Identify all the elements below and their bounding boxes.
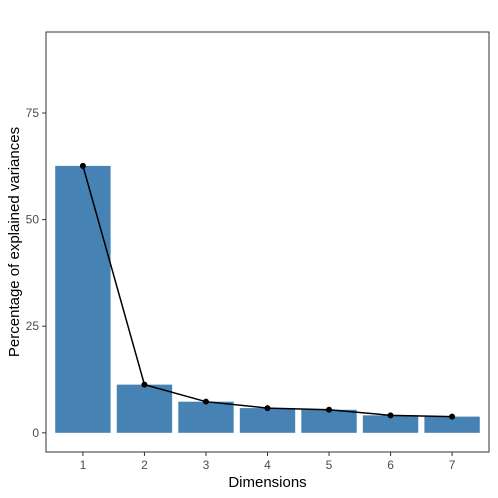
bar-dim-5 [301, 409, 357, 433]
bar-dim-6 [362, 415, 419, 433]
x-tick-label-4: 4 [264, 458, 271, 472]
point-dim-6 [387, 412, 394, 419]
y-tick-label-50: 50 [26, 213, 40, 227]
bar-dim-7 [424, 416, 480, 433]
bar-dim-3 [178, 401, 234, 433]
bar-group [55, 165, 480, 433]
bar-dim-4 [239, 408, 296, 433]
bar-dim-1 [55, 165, 111, 433]
y-axis-title: Percentage of explained variances [6, 127, 23, 357]
point-dim-4 [264, 405, 271, 412]
y-tick-label-75: 75 [26, 106, 40, 120]
x-tick-label-2: 2 [141, 458, 148, 472]
y-axis: 0 25 50 75 [26, 106, 46, 440]
line-group [79, 162, 456, 420]
point-dim-1 [79, 162, 86, 169]
x-tick-label-7: 7 [449, 458, 456, 472]
x-tick-label-5: 5 [326, 458, 333, 472]
point-dim-3 [202, 398, 209, 405]
x-tick-label-6: 6 [387, 458, 394, 472]
x-tick-label-3: 3 [203, 458, 210, 472]
bar-dim-2 [116, 384, 173, 433]
plot-panel [45, 31, 490, 453]
point-dim-2 [141, 381, 148, 388]
y-tick-label-25: 25 [26, 319, 40, 333]
x-tick-label-1: 1 [80, 458, 87, 472]
y-tick-label-0: 0 [32, 426, 39, 440]
point-dim-5 [326, 406, 333, 413]
x-axis-title: Dimensions [228, 474, 306, 491]
x-axis: 1 2 3 4 5 6 7 [80, 452, 456, 472]
point-dim-7 [449, 413, 456, 420]
